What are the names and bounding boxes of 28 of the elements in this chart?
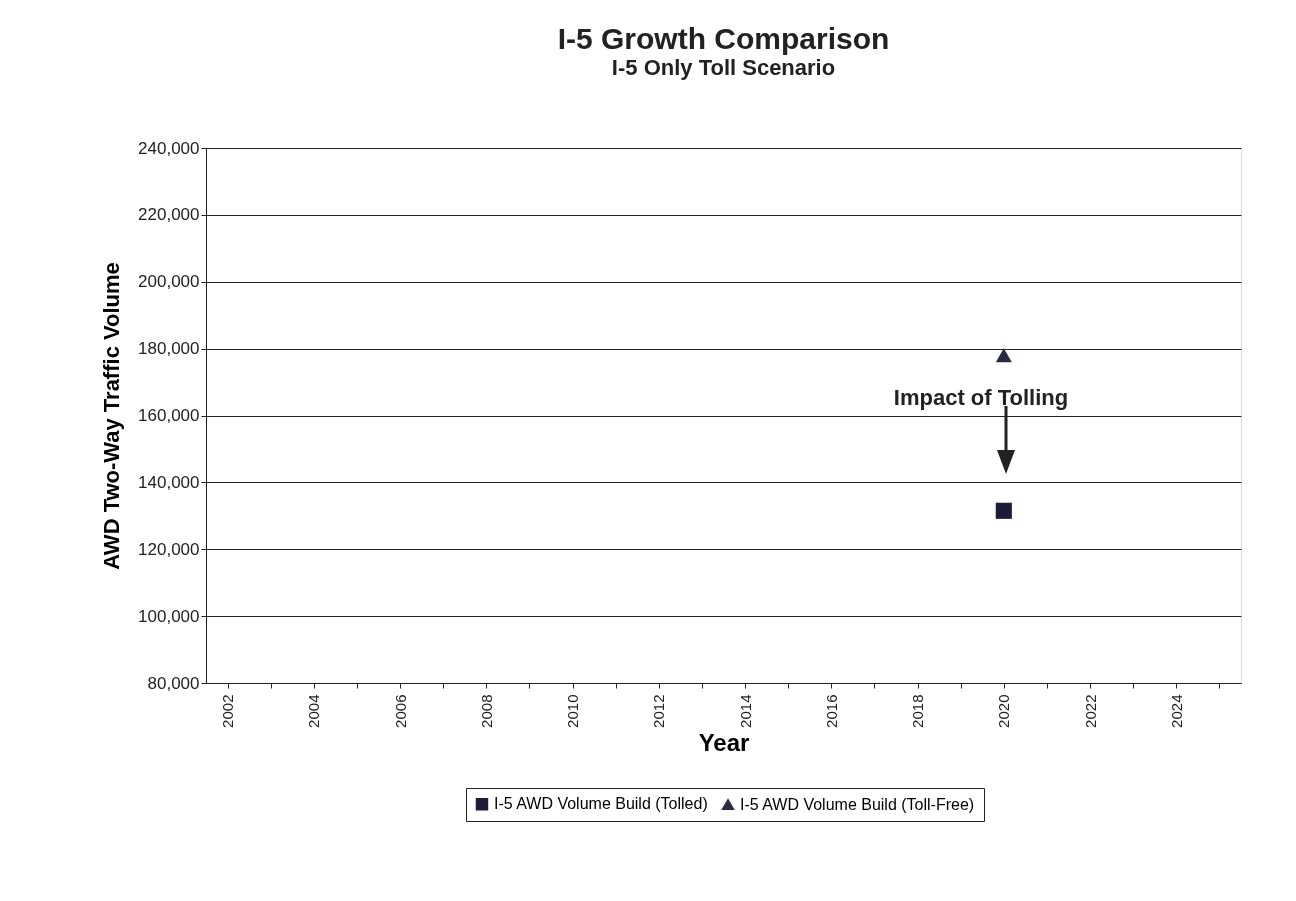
y-tick-label: 220,000 — [138, 205, 200, 225]
x-tick-label: 2016 — [822, 694, 840, 728]
y-tick-label: 240,000 — [138, 138, 200, 158]
x-tick-label: 2006 — [391, 694, 409, 728]
x-tick-label: 2004 — [305, 694, 323, 728]
x-tick-label: 2018 — [909, 694, 927, 728]
y-tick-label: 160,000 — [138, 406, 200, 425]
x-axis-title: Year — [698, 728, 750, 756]
x-tick-label: 2022 — [1081, 694, 1099, 728]
y-tick-label: 200,000 — [138, 272, 200, 292]
annotation: Impact of Tolling — [893, 385, 1069, 410]
chart-title: I-5 Growth Comparison — [557, 22, 890, 55]
x-tick-label: 2008 — [477, 694, 495, 728]
x-tick-label: 2014 — [736, 694, 754, 728]
chart-subtitle: I-5 Only Toll Scenario — [611, 55, 836, 80]
x-tick-label: 2010 — [564, 694, 582, 728]
x-tick-label: 2020 — [995, 694, 1013, 728]
y-tick-label: 120,000 — [138, 539, 200, 559]
x-tick-label: 2002 — [219, 694, 237, 728]
legend-label: I-5 AWD Volume Build (Tolled) — [494, 795, 708, 813]
y-tick-label: 100,000 — [138, 606, 200, 626]
x-tick-label: 2024 — [1167, 694, 1185, 728]
y-axis-title: AWD Two-Way Traffic Volume — [99, 262, 125, 570]
y-tick-label: 140,000 — [138, 472, 200, 492]
y-tick-label: 80,000 — [147, 673, 200, 693]
x-tick-label: 2012 — [650, 694, 668, 728]
legend-label: I-5 AWD Volume Build (Toll-Free) — [740, 795, 975, 813]
y-tick-label: 180,000 — [138, 339, 200, 359]
